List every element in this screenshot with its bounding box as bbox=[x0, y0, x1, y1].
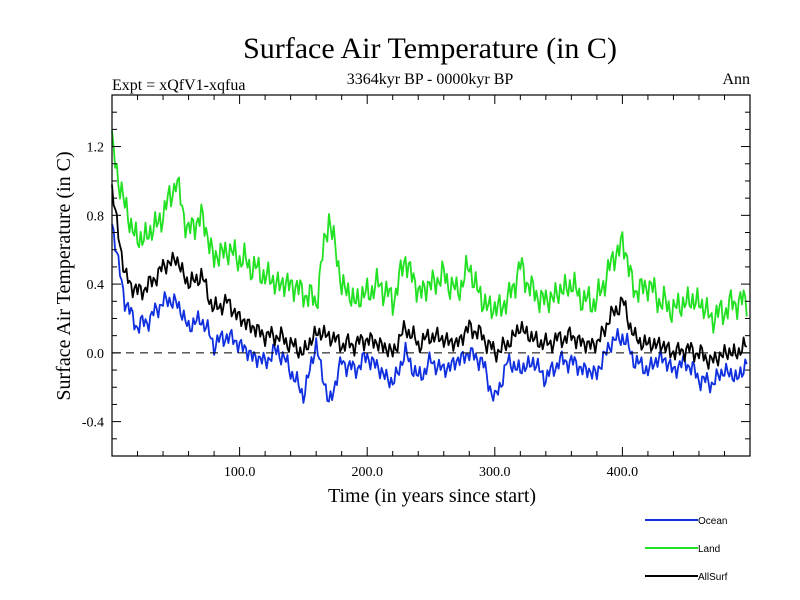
y-tick-label: 0.4 bbox=[87, 278, 105, 293]
axes-layer: 100.0 200.0 300.0 400.0 -0.4 0.0 0.4 0.8 1.2 bbox=[82, 94, 751, 480]
season-label: Ann bbox=[722, 71, 750, 88]
time-range-label: 3364kyr BP - 0000kyr BP bbox=[347, 71, 514, 88]
series-layer bbox=[111, 130, 748, 404]
plot-frame bbox=[111, 94, 751, 457]
x-tick-label: 300.0 bbox=[479, 465, 511, 480]
x-tick-label: 400.0 bbox=[607, 465, 639, 480]
legend: Ocean Land AllSurf bbox=[645, 516, 728, 583]
series-line-allsurf bbox=[111, 184, 748, 370]
experiment-label: Expt = xQfV1-xqfua bbox=[112, 77, 245, 94]
series-line-land bbox=[111, 130, 748, 334]
y-axis-label: Surface Air Temperature (in C) bbox=[53, 151, 75, 400]
chart-title: Surface Air Temperature (in C) bbox=[243, 32, 617, 65]
x-tick-label: 200.0 bbox=[351, 465, 383, 480]
legend-label-land: Land bbox=[698, 544, 720, 555]
series-line-ocean bbox=[111, 223, 748, 404]
y-tick-label: 0.0 bbox=[87, 347, 105, 362]
y-tick-label: 0.8 bbox=[87, 209, 105, 224]
legend-label-ocean: Ocean bbox=[698, 516, 727, 527]
x-tick-label: 100.0 bbox=[224, 465, 256, 480]
x-axis-label: Time (in years since start) bbox=[328, 485, 536, 507]
y-tick-label: -0.4 bbox=[82, 416, 104, 431]
y-tick-label: 1.2 bbox=[87, 141, 105, 156]
legend-label-allsurf: AllSurf bbox=[698, 572, 728, 583]
